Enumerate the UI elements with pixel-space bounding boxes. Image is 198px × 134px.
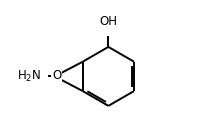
Text: H$_2$N: H$_2$N xyxy=(17,69,41,84)
Text: OH: OH xyxy=(99,15,117,28)
Text: O: O xyxy=(52,69,61,82)
Text: N: N xyxy=(52,71,61,84)
